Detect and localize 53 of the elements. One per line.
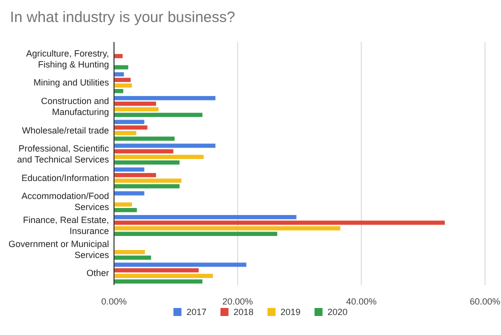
x-tick-label: 0.00% bbox=[101, 296, 127, 306]
x-tick-label: 60.00% bbox=[470, 296, 500, 306]
bar bbox=[114, 83, 132, 88]
bar bbox=[114, 136, 175, 141]
legend-label: 2018 bbox=[233, 307, 254, 317]
x-tick-label: 40.00% bbox=[346, 296, 377, 306]
bar bbox=[114, 144, 216, 148]
bar bbox=[114, 256, 152, 260]
bar bbox=[114, 125, 148, 130]
bar bbox=[114, 120, 144, 124]
bar bbox=[114, 220, 445, 225]
y-tick-label: Wholesale/retail trade bbox=[22, 125, 109, 136]
bar bbox=[114, 173, 156, 178]
bar bbox=[114, 107, 159, 112]
y-tick-label: Professional, Scientific and Technical Services bbox=[17, 144, 110, 165]
y-tick-label: Other bbox=[86, 268, 109, 278]
legend-label: 2020 bbox=[328, 307, 348, 317]
bar bbox=[114, 202, 132, 207]
y-tick-label: Mining and Utilities bbox=[33, 78, 110, 88]
y-tick-label: Education/Information bbox=[21, 172, 109, 183]
legend-label: 2017 bbox=[186, 307, 206, 317]
bar bbox=[114, 160, 180, 165]
y-tick-label: Accommodation/Food Services bbox=[21, 191, 110, 212]
bar bbox=[114, 154, 204, 159]
y-tick-label: Construction and Manufacturing bbox=[40, 96, 109, 117]
bar bbox=[114, 131, 136, 136]
bar bbox=[114, 262, 246, 267]
bar bbox=[114, 112, 202, 117]
bar bbox=[114, 184, 180, 188]
y-tick-label: Agriculture, Forestry, Fishing & Hunting bbox=[26, 48, 109, 70]
bar bbox=[114, 268, 199, 272]
bar bbox=[114, 208, 137, 212]
chart-title: In what industry is your business? bbox=[10, 9, 236, 26]
bar bbox=[114, 232, 278, 236]
bar bbox=[114, 226, 340, 230]
bar bbox=[114, 178, 182, 183]
x-tick-label: 20.00% bbox=[222, 296, 253, 306]
bar bbox=[114, 96, 216, 100]
y-tick-label: Finance, Real Estate, Insurance bbox=[22, 215, 109, 236]
bar bbox=[114, 250, 145, 254]
bar bbox=[114, 78, 131, 82]
bar bbox=[114, 102, 156, 106]
bar bbox=[114, 65, 128, 70]
bar bbox=[114, 274, 213, 278]
bar bbox=[114, 279, 202, 284]
bar bbox=[114, 191, 144, 196]
y-tick-label: Government or Municipal Services bbox=[8, 238, 110, 260]
bar bbox=[114, 149, 174, 154]
bar bbox=[114, 215, 296, 220]
bar bbox=[114, 88, 124, 94]
bar bbox=[114, 167, 144, 172]
bar bbox=[114, 72, 124, 76]
legend-label: 2019 bbox=[280, 307, 301, 317]
